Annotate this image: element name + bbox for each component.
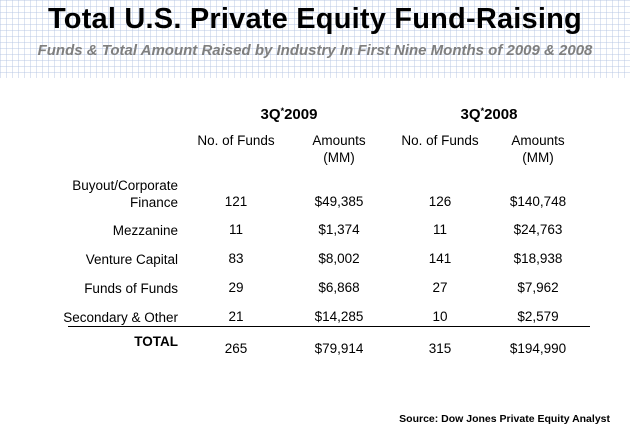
row-label: Mezzanine <box>112 223 178 238</box>
table-cell: $7,962 <box>517 280 559 295</box>
table-cell: 83 <box>228 251 244 266</box>
title-banner: Total U.S. Private Equity Fund-Raising F… <box>0 0 630 78</box>
period-header-2008: 3Q*2008 <box>460 106 518 123</box>
row-label: Buyout/Corporate Finance <box>72 178 178 210</box>
table-cell: $6,868 <box>318 280 360 295</box>
total-row-label: TOTAL <box>134 334 178 349</box>
total-cell: $194,990 <box>509 341 567 356</box>
table-cell: $1,374 <box>318 222 360 237</box>
table-cell: 126 <box>428 194 452 209</box>
column-header: Amounts (MM) <box>312 133 366 165</box>
table-cell: $140,748 <box>509 194 567 209</box>
table-cell: $2,579 <box>517 309 559 324</box>
table-cell: $8,002 <box>318 251 360 266</box>
table-cell: 141 <box>428 251 452 266</box>
table-cell: $49,385 <box>314 194 364 209</box>
total-cell: 265 <box>224 341 248 356</box>
row-label: Funds of Funds <box>84 281 178 296</box>
table-cell: $14,285 <box>314 309 364 324</box>
period-header-footnote-mark: * <box>480 106 485 116</box>
table-cell: 29 <box>228 280 244 295</box>
column-header: No. of Funds <box>401 133 479 148</box>
table-cell: $18,938 <box>513 251 563 266</box>
table-cell: 11 <box>228 222 243 237</box>
chart-subtitle: Funds & Total Amount Raised by Industry … <box>37 42 593 59</box>
chart-title: Total U.S. Private Equity Fund-Raising <box>48 3 582 35</box>
total-cell: $79,914 <box>314 341 364 356</box>
table-cell: 21 <box>228 309 244 324</box>
total-divider-line <box>68 326 590 327</box>
total-cell: 315 <box>428 341 452 356</box>
source-note: Source: Dow Jones Private Equity Analyst <box>399 413 610 425</box>
period-header-2009: 3Q*2009 <box>260 106 318 123</box>
table-cell: 121 <box>224 194 248 209</box>
column-header: Amounts (MM) <box>511 133 565 165</box>
table-cell: 11 <box>432 222 447 237</box>
table-cell: $24,763 <box>513 222 563 237</box>
row-label: Secondary & Other <box>63 310 178 325</box>
table-cell: 10 <box>432 309 448 324</box>
column-header: No. of Funds <box>197 133 275 148</box>
period-header-footnote-mark: * <box>280 106 285 116</box>
table-cell: 27 <box>432 280 448 295</box>
row-label: Venture Capital <box>85 252 178 267</box>
